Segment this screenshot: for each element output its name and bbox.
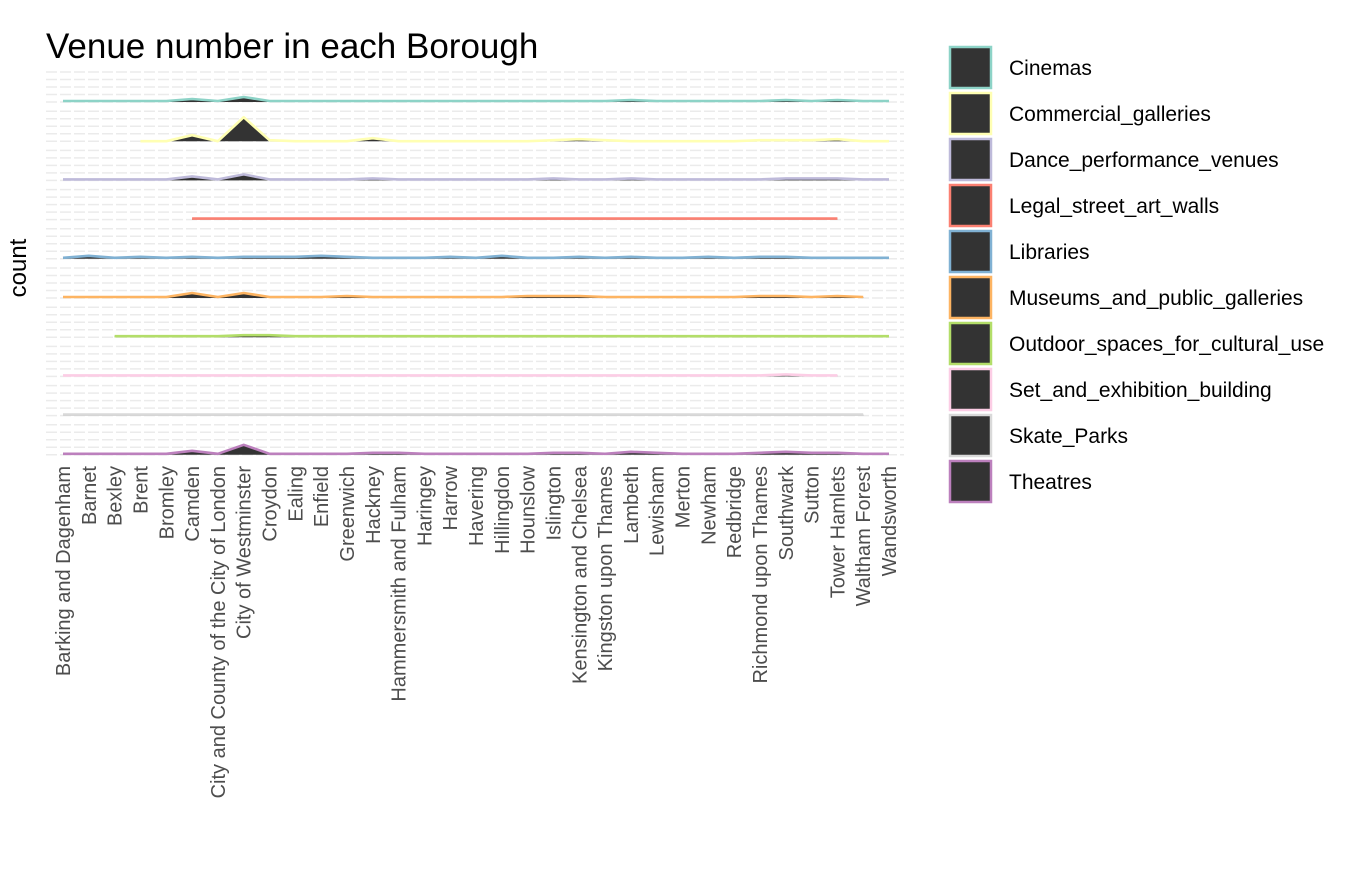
legend-item-theatres: Theatres bbox=[948, 459, 1092, 504]
line-cinemas bbox=[63, 95, 889, 103]
legend-swatch bbox=[948, 321, 993, 366]
panel-outdoor-spaces-for-cultural-use bbox=[46, 306, 904, 338]
x-tick-kensington-and-chelsea: Kensington and Chelsea bbox=[569, 465, 591, 684]
x-tick-city-and-county-of-the-city-of-london: City and County of the City of London bbox=[208, 466, 230, 798]
panel-grid bbox=[46, 384, 904, 417]
legend-label: Dance_performance_venues bbox=[1009, 149, 1279, 172]
area-commercial-galleries bbox=[140, 117, 889, 142]
line-set-and-exhibition-building bbox=[63, 373, 838, 377]
legend-item-set-and-exhibition-building: Set_and_exhibition_building bbox=[948, 367, 1272, 412]
legend-item-skate-parks: Skate_Parks bbox=[948, 413, 1128, 458]
chart-title: Venue number in each Borough bbox=[46, 27, 538, 66]
x-tick-hillingdon: Hillingdon bbox=[492, 466, 514, 554]
legend-swatch bbox=[948, 137, 993, 182]
legend-label: Set_and_exhibition_building bbox=[1009, 379, 1272, 402]
legend-swatch bbox=[948, 413, 993, 458]
legend-swatch bbox=[948, 275, 993, 320]
x-tick-lambeth: Lambeth bbox=[621, 466, 643, 544]
x-tick-barnet: Barnet bbox=[79, 466, 101, 525]
y-axis-label: count bbox=[5, 238, 32, 297]
legend-label: Skate_Parks bbox=[1009, 425, 1128, 448]
x-tick-lewisham: Lewisham bbox=[647, 466, 669, 556]
line-theatres bbox=[63, 443, 889, 456]
x-tick-kingston-upon-thames: Kingston upon Thames bbox=[595, 466, 617, 671]
x-tick-havering: Havering bbox=[466, 466, 488, 546]
legend-label: Museums_and_public_galleries bbox=[1009, 287, 1303, 310]
legend-swatch bbox=[948, 183, 993, 228]
legend-swatch bbox=[948, 91, 993, 136]
x-tick-redbridge: Redbridge bbox=[724, 466, 746, 558]
panel-libraries bbox=[46, 228, 904, 260]
panel-legal-street-art-walls bbox=[46, 188, 904, 221]
panel-grid bbox=[46, 267, 904, 299]
x-tick-camden: Camden bbox=[182, 466, 204, 542]
line-libraries bbox=[62, 254, 889, 260]
x-tick-harrow: Harrow bbox=[440, 465, 462, 530]
panel-grid bbox=[46, 71, 904, 103]
line-outdoor-spaces-for-cultural-use bbox=[114, 333, 889, 338]
x-tick-brent: Brent bbox=[130, 466, 152, 514]
x-tick-haringey: Haringey bbox=[414, 466, 436, 546]
x-tick-merton: Merton bbox=[673, 466, 695, 528]
legend-item-legal-street-art-walls: Legal_street_art_walls bbox=[948, 183, 1219, 228]
x-tick-wandsworth: Wandsworth bbox=[879, 466, 901, 576]
x-tick-tower-hamlets: Tower Hamlets bbox=[827, 466, 849, 598]
legend-swatch bbox=[948, 229, 993, 274]
chart-panels bbox=[46, 71, 904, 456]
legend-swatch bbox=[948, 45, 993, 90]
legend-item-commercial-galleries: Commercial_galleries bbox=[948, 91, 1211, 136]
x-tick-richmond-upon-thames: Richmond upon Thames bbox=[750, 466, 772, 684]
x-tick-sutton: Sutton bbox=[802, 466, 824, 524]
legend-label: Libraries bbox=[1009, 241, 1090, 264]
panel-grid bbox=[46, 306, 904, 338]
x-tick-city-of-westminster: City of Westminster bbox=[234, 466, 256, 639]
x-tick-bexley: Bexley bbox=[105, 466, 127, 526]
panel-museums-and-public-galleries bbox=[46, 267, 904, 299]
line-museums-and-public-galleries bbox=[63, 291, 864, 299]
legend-item-outdoor-spaces-for-cultural-use: Outdoor_spaces_for_cultural_use bbox=[948, 321, 1324, 366]
panel-grid bbox=[46, 149, 904, 182]
legend-label: Cinemas bbox=[1009, 57, 1092, 80]
x-tick-islington: Islington bbox=[543, 466, 565, 541]
legend-label: Legal_street_art_walls bbox=[1009, 195, 1219, 218]
legend-item-museums-and-public-galleries: Museums_and_public_galleries bbox=[948, 275, 1303, 320]
x-tick-hackney: Hackney bbox=[363, 466, 385, 544]
legend-item-dance-performance-venues: Dance_performance_venues bbox=[948, 137, 1279, 182]
legend-label: Commercial_galleries bbox=[1009, 103, 1211, 126]
line-commercial-galleries bbox=[140, 115, 889, 143]
legend-label: Theatres bbox=[1009, 471, 1092, 494]
x-tick-newham: Newham bbox=[698, 466, 720, 545]
panel-grid bbox=[46, 110, 904, 142]
legend: Cinemas Commercial_galleries Dance_perform… bbox=[948, 45, 1324, 504]
x-tick-croydon: Croydon bbox=[260, 466, 282, 542]
legend-label: Outdoor_spaces_for_cultural_use bbox=[1009, 333, 1324, 356]
x-tick-enfield: Enfield bbox=[311, 466, 333, 527]
legend-item-libraries: Libraries bbox=[948, 229, 1090, 274]
x-tick-bromley: Bromley bbox=[156, 466, 178, 539]
panel-cinemas bbox=[46, 71, 904, 103]
panel-set-and-exhibition-building bbox=[46, 345, 904, 378]
panel-skate-parks bbox=[46, 384, 904, 417]
x-tick-labels: Barking and Dagenham Barnet Bexley Brent Bro… bbox=[53, 465, 901, 798]
panel-theatres bbox=[46, 424, 904, 456]
x-tick-hounslow: Hounslow bbox=[518, 465, 540, 553]
panel-grid bbox=[46, 424, 904, 456]
panel-grid bbox=[46, 345, 904, 378]
panel-dance-performance-venues bbox=[46, 149, 904, 182]
panel-grid bbox=[46, 228, 904, 260]
x-tick-waltham-forest: Waltham Forest bbox=[853, 466, 875, 607]
panel-grid bbox=[46, 188, 904, 221]
legend-swatch bbox=[948, 367, 993, 412]
x-tick-greenwich: Greenwich bbox=[337, 466, 359, 562]
line-dance-performance-venues bbox=[63, 173, 889, 181]
x-tick-barking-and-dagenham: Barking and Dagenham bbox=[53, 466, 75, 676]
x-tick-southwark: Southwark bbox=[776, 465, 798, 560]
x-tick-hammersmith-and-fulham: Hammersmith and Fulham bbox=[389, 466, 411, 702]
panel-commercial-galleries bbox=[46, 110, 904, 143]
legend-swatch bbox=[948, 459, 993, 504]
legend-item-cinemas: Cinemas bbox=[948, 45, 1092, 90]
x-tick-ealing: Ealing bbox=[285, 466, 307, 522]
